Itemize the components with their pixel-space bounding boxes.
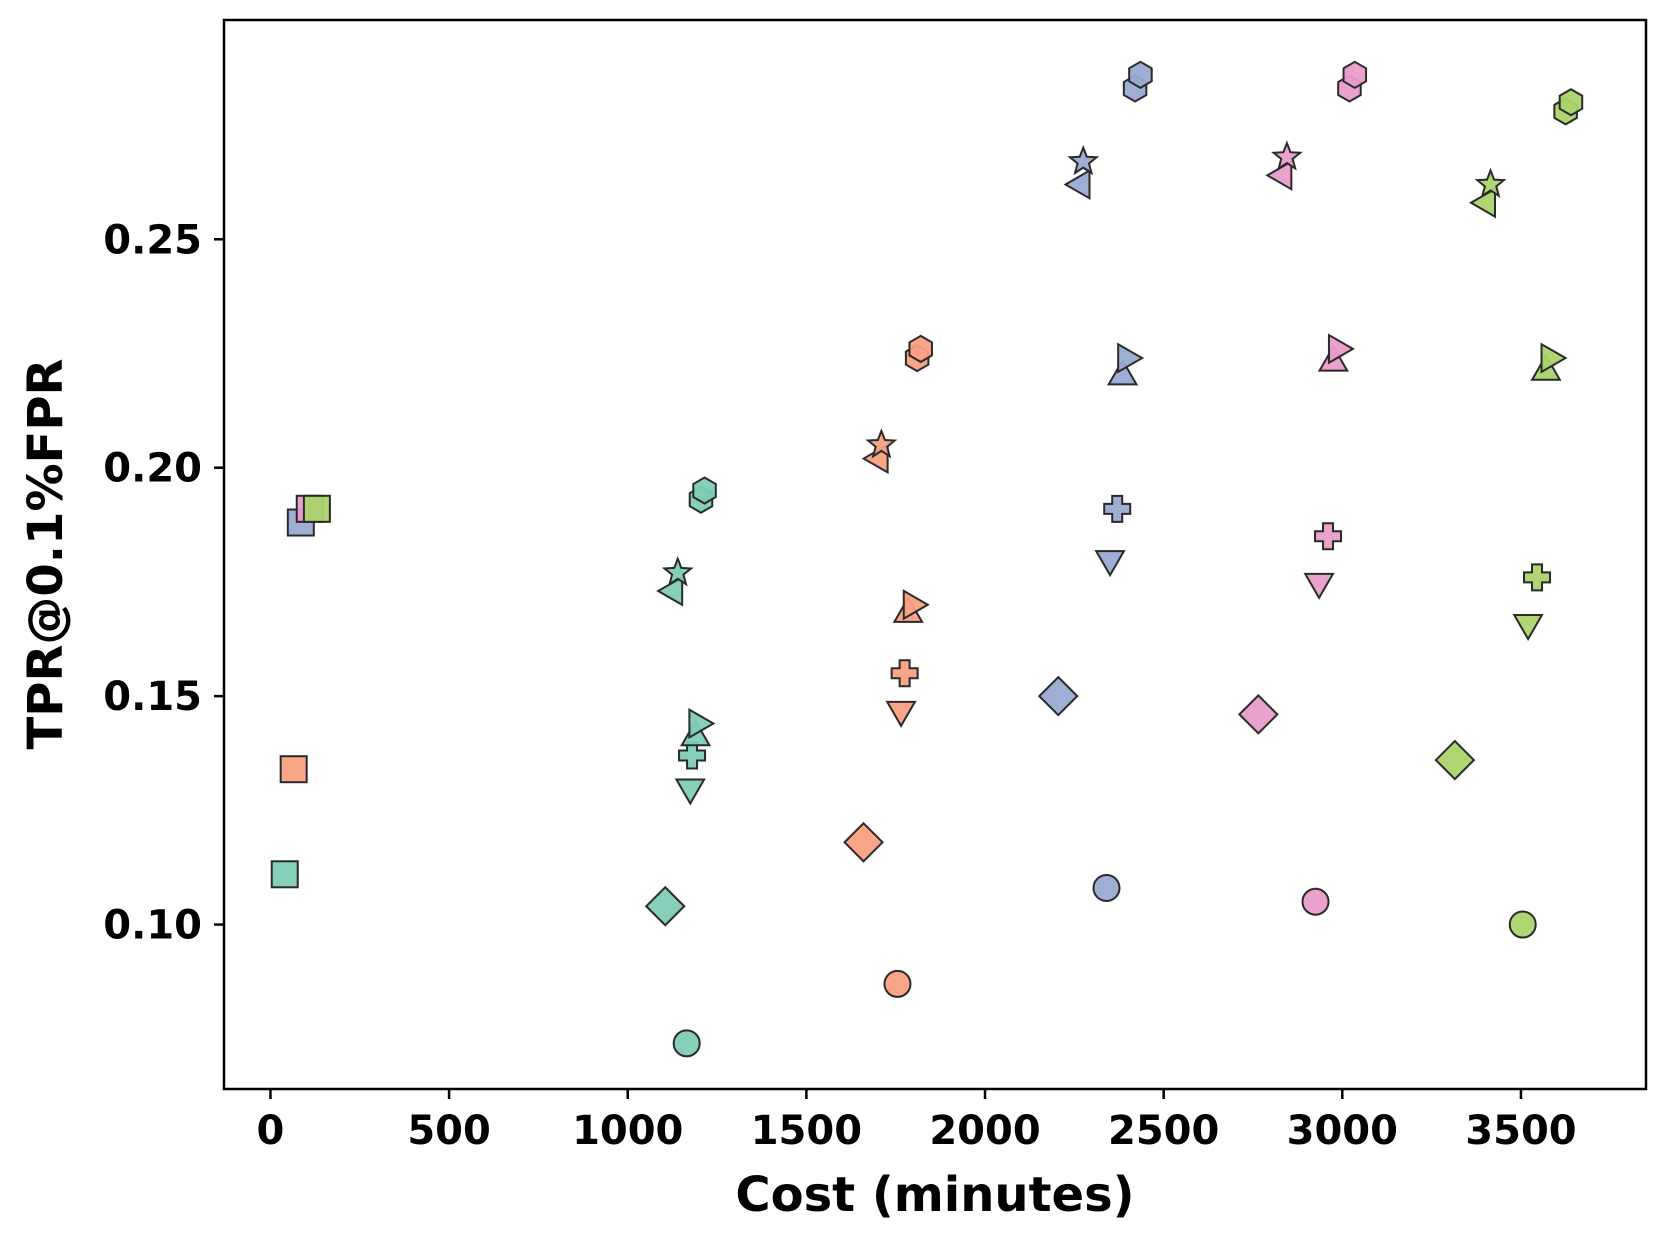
data-point-triangle-down [1512, 614, 1544, 642]
y-tick-label: 0.10 [103, 903, 202, 949]
data-point-hexagon [908, 334, 933, 364]
data-point-star [1067, 144, 1100, 176]
data-point-hexagon [1128, 60, 1153, 89]
data-point-hexagon [1342, 60, 1368, 89]
data-point-plus [678, 741, 707, 770]
data-point-triangle-down [674, 778, 706, 806]
data-point-diamond [1434, 739, 1476, 781]
data-point-diamond [1237, 693, 1279, 735]
data-point-square [302, 494, 331, 523]
data-point-star [1270, 140, 1303, 171]
data-point-triangle-right [1540, 342, 1568, 374]
x-tick-label: 1500 [751, 1108, 862, 1154]
x-axis: 0 500 1000 1500 2000 2500 3000 3500 [257, 1089, 1577, 1154]
data-point-circle [1092, 873, 1121, 902]
data-point-triangle-right [1327, 333, 1355, 365]
data-point-diamond [1037, 675, 1079, 717]
data-point-star [865, 428, 898, 459]
data-point-triangle-left [1063, 168, 1091, 201]
data-point-triangle-up [1106, 358, 1139, 386]
data-point-plus [1314, 522, 1343, 551]
data-point-circle [1508, 910, 1537, 939]
data-point-diamond [843, 821, 884, 863]
x-tick-label: 500 [407, 1108, 491, 1154]
data-point-plus [1103, 494, 1132, 523]
x-tick-label: 3000 [1287, 1108, 1398, 1154]
y-tick-label: 0.15 [103, 674, 202, 720]
data-point-hexagon [1558, 88, 1584, 117]
data-point-diamond [644, 885, 686, 927]
data-point-circle [1301, 887, 1330, 916]
data-point-triangle-down [885, 700, 917, 728]
y-tick-label: 0.25 [103, 217, 202, 263]
data-point-triangle-down [1094, 550, 1126, 578]
x-tick-label: 2500 [1108, 1108, 1219, 1154]
data-point-plus [1523, 563, 1552, 592]
data-point-star [661, 555, 694, 587]
data-point-triangle-right [902, 589, 930, 621]
y-axis: 0.10 0.15 0.20 0.25 [103, 217, 224, 949]
data-point-triangle-right [1117, 342, 1145, 374]
data-point-plus [890, 659, 919, 688]
data-point-hexagon [692, 476, 717, 505]
y-tick-label: 0.20 [103, 446, 202, 492]
y-axis-label: TPR@0.1%FPR [18, 359, 74, 750]
x-tick-label: 1000 [572, 1108, 683, 1154]
data-points [270, 60, 1584, 1058]
data-point-circle [672, 1029, 701, 1058]
x-tick-label: 0 [257, 1108, 285, 1154]
plot-area-frame [222, 18, 1648, 1091]
data-point-star [1474, 167, 1507, 199]
data-point-circle [883, 969, 912, 998]
data-point-triangle-down [1303, 572, 1335, 600]
x-axis-label: Cost (minutes) [735, 1167, 1134, 1223]
data-point-square [270, 860, 299, 889]
data-point-square [279, 755, 308, 784]
x-tick-label: 2000 [929, 1108, 1040, 1154]
x-tick-label: 3500 [1465, 1108, 1576, 1154]
data-point-triangle-right [688, 707, 716, 740]
